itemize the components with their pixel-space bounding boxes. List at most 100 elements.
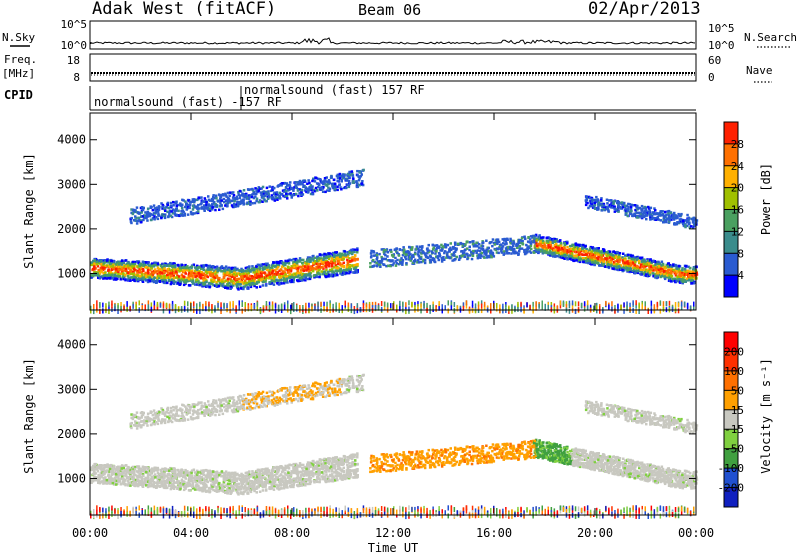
power-cell	[309, 192, 313, 196]
power-cell	[136, 260, 139, 263]
power-cell	[391, 263, 394, 267]
power-cell	[110, 259, 113, 263]
power-speckle	[314, 305, 316, 311]
power-cell	[132, 267, 136, 270]
power-cell	[644, 207, 648, 210]
power-cell	[260, 277, 264, 280]
power-cell	[144, 211, 147, 214]
power-cell	[558, 253, 561, 256]
power-cell	[192, 263, 196, 266]
power-cell	[564, 253, 567, 257]
power-cell	[320, 257, 323, 260]
power-cell	[237, 202, 240, 206]
power-cell	[586, 257, 589, 261]
power-cell	[601, 249, 604, 253]
power-cell	[543, 251, 546, 254]
power-cell	[193, 272, 196, 275]
power-cell	[552, 255, 555, 258]
power-cell	[298, 273, 302, 277]
power-cell	[532, 237, 536, 240]
power-cell	[584, 245, 587, 248]
power-cell	[609, 261, 612, 264]
power-cell	[518, 247, 521, 251]
power-cell	[296, 269, 299, 273]
power-cell	[243, 282, 246, 285]
power-cell	[455, 255, 458, 259]
power-speckle	[653, 304, 656, 310]
noise-line	[90, 37, 696, 45]
power-cell	[217, 193, 221, 196]
power-speckle	[408, 300, 410, 306]
power-cell	[401, 261, 404, 264]
power-cell	[108, 265, 111, 268]
power-speckle	[108, 304, 110, 310]
power-speckle	[580, 302, 583, 308]
power-cell	[153, 276, 156, 279]
power-speckle	[211, 308, 213, 314]
power-cell	[604, 251, 608, 254]
power-cell	[315, 273, 318, 277]
power-cell	[115, 268, 118, 271]
power-cell	[198, 270, 202, 274]
power-cell	[304, 267, 307, 270]
power-cell	[208, 209, 212, 212]
power-cell	[341, 263, 344, 266]
power-cell	[591, 246, 594, 250]
power-cell	[292, 257, 295, 261]
power-cell	[228, 201, 232, 204]
power-cell	[617, 205, 620, 208]
power-cell	[580, 253, 584, 256]
power-cell	[215, 282, 218, 285]
power-cell	[161, 203, 165, 207]
power-cell	[336, 262, 340, 266]
power-cell	[308, 272, 312, 275]
power-cell	[195, 211, 198, 215]
power-cell	[176, 263, 180, 267]
power-cell	[186, 213, 190, 216]
power-speckle	[280, 304, 283, 310]
power-cell	[280, 265, 284, 268]
power-cell	[547, 243, 550, 247]
power-cell	[340, 269, 344, 273]
power-cell	[616, 201, 619, 205]
power-cell	[597, 253, 600, 256]
power-cell	[180, 266, 184, 270]
power-cell	[529, 238, 532, 241]
power-cell	[221, 193, 224, 197]
power-cell	[207, 265, 210, 269]
power-cell	[107, 261, 110, 264]
noise-right-tick-bottom: 10^0	[708, 39, 735, 52]
power-cell	[606, 202, 609, 205]
power-cell	[189, 203, 192, 207]
power-cell	[342, 186, 346, 190]
power-cell	[196, 207, 199, 210]
power-cell	[154, 261, 157, 264]
power-cell	[325, 176, 328, 179]
power-cell	[224, 273, 227, 277]
power-cell	[370, 249, 373, 253]
power-cell	[369, 256, 373, 259]
power-speckle	[159, 302, 162, 308]
power-cell	[181, 203, 184, 206]
power-cell	[401, 254, 405, 257]
power-cell	[312, 263, 315, 266]
power-cell	[169, 272, 172, 275]
power-cell	[160, 272, 164, 275]
power-cell	[131, 260, 135, 264]
power-cell	[444, 246, 448, 249]
power-cell	[191, 208, 195, 211]
power-speckle	[529, 304, 531, 310]
power-cell	[466, 253, 469, 256]
power-cell	[423, 252, 426, 255]
power-cell	[215, 268, 218, 271]
power-cell	[265, 186, 269, 190]
power-cell	[324, 261, 328, 265]
power-speckle	[256, 306, 259, 311]
power-cell	[187, 277, 191, 281]
power-cell	[136, 219, 140, 223]
power-cell	[506, 238, 509, 241]
power-cell	[205, 271, 209, 275]
power-cell	[570, 250, 574, 254]
power-cell	[289, 181, 292, 184]
power-cell	[137, 263, 141, 266]
